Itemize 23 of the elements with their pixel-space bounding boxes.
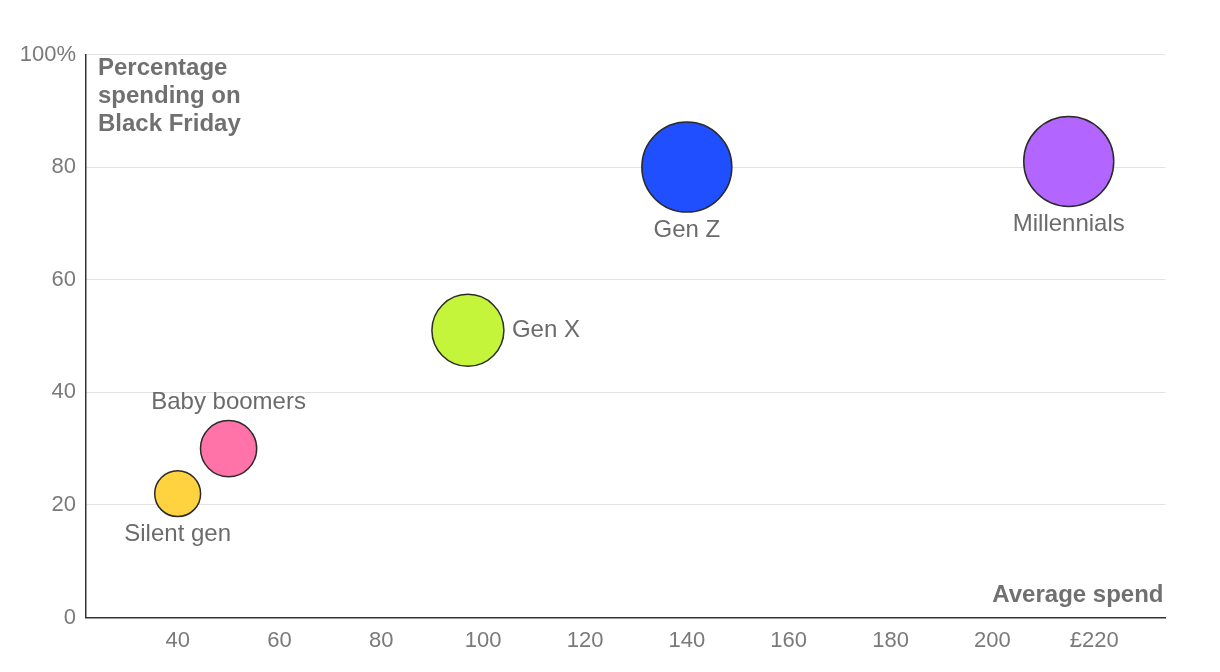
series-label: Baby boomers [151,387,306,415]
x-tick-label: 180 [872,626,909,652]
y-tick-label: 100% [19,40,76,66]
x-tick-label: 160 [770,626,808,652]
y-tick-label: 0 [63,603,76,629]
series-label: Gen Z [653,214,721,242]
x-axis-title: Average spend [992,580,1164,608]
y-tick-label: 20 [51,490,76,516]
y-axis-title: Percentage spending on Black Friday [98,53,242,137]
x-tick-label: 60 [267,626,292,652]
y-tick-label: 60 [51,265,76,291]
x-tick-label: 80 [369,626,394,652]
x-tick-label: £220 [1069,626,1119,652]
x-tick-label: 40 [165,626,190,652]
series-label: Silent gen [124,519,232,547]
x-tick-label: 200 [974,626,1011,652]
x-tick-label: 120 [566,626,604,652]
series-label: Millennials [1012,209,1125,237]
x-tick-label: 140 [668,626,706,652]
x-tick-label: 100 [464,626,502,652]
y-tick-label: 40 [51,378,76,404]
y-tick-label: 80 [51,153,76,179]
series-label: Gen X [511,314,580,342]
